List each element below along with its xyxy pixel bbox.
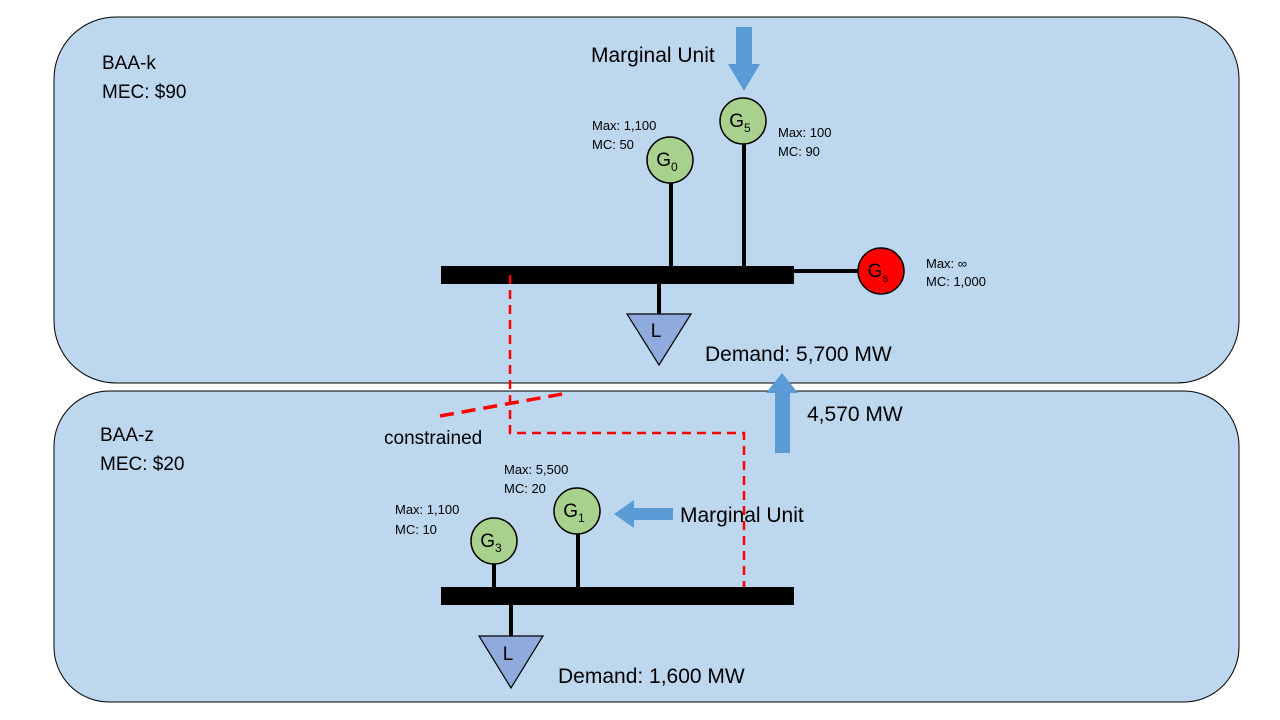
g5-label: G5: [729, 111, 751, 135]
baa-z-marginal-arrow: [614, 500, 673, 528]
g5-mc: MC: 90: [778, 144, 820, 159]
baa-z-load: [477, 635, 545, 690]
g1-mc: MC: 20: [504, 481, 546, 496]
g3-mc: MC: 10: [395, 522, 437, 537]
baa-z-name: BAA-z: [100, 425, 154, 446]
g1-generator: [553, 487, 601, 535]
g0-label: G0: [656, 150, 678, 174]
transfer-arrow: [766, 373, 798, 453]
constraint-label: constrained: [384, 428, 482, 449]
g1-max: Max: 5,500: [504, 462, 568, 477]
baa-z-bus: [441, 587, 794, 605]
baa-k-name: BAA-k: [102, 53, 156, 74]
baa-k-marginal-label: Marginal Unit: [591, 44, 715, 67]
constraint-path: [508, 275, 746, 590]
baa-k-panel: [53, 16, 1240, 384]
baa-k-load-label: L: [651, 321, 662, 342]
baa-k-mec: MEC: $90: [102, 82, 186, 103]
g0-mc: MC: 50: [592, 137, 634, 152]
baa-z-demand: Demand: 1,600 MW: [558, 665, 745, 688]
baa-k-load: [625, 313, 693, 367]
g5-max: Max: 100: [778, 125, 831, 140]
g5-generator: [719, 97, 767, 145]
g3-label: G3: [480, 531, 502, 555]
baa-z-panel: [53, 390, 1240, 703]
g3-generator: [470, 517, 518, 565]
baa-k-demand: Demand: 5,700 MW: [705, 343, 892, 366]
g3-max: Max: 1,100: [395, 502, 459, 517]
g0-generator: [646, 136, 694, 184]
gs-generator: [857, 247, 905, 295]
transfer-label: 4,570 MW: [807, 403, 903, 426]
baa-k-bus: [441, 266, 794, 284]
gs-max: Max: ∞: [926, 256, 967, 271]
baa-k-marginal-arrow: [728, 27, 760, 91]
baa-z-load-label: L: [503, 644, 514, 665]
g1-label: G1: [563, 501, 585, 525]
baa-z-marginal-label: Marginal Unit: [680, 504, 804, 527]
gs-label: Gs: [868, 261, 889, 285]
gs-mc: MC: 1,000: [926, 274, 986, 289]
baa-z-mec: MEC: $20: [100, 454, 184, 475]
g0-max: Max: 1,100: [592, 118, 656, 133]
